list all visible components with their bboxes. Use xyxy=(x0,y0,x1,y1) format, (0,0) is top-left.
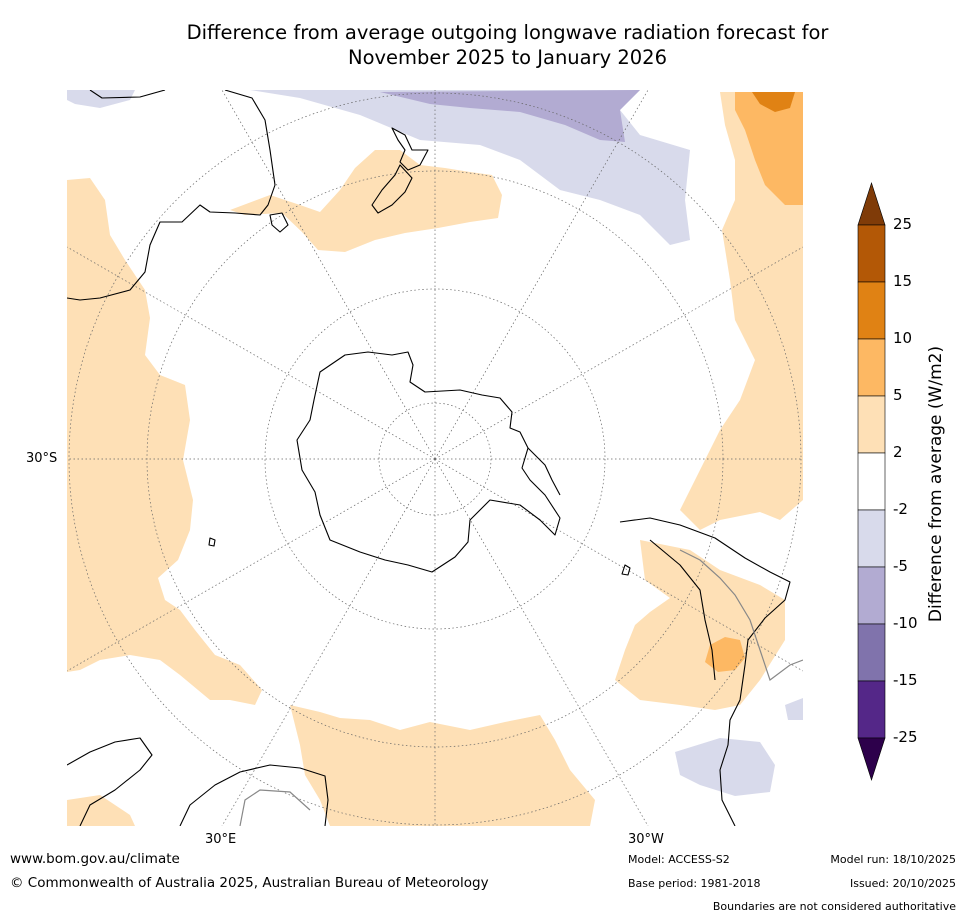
colorbar-tick-10: 10 xyxy=(893,329,913,347)
graticule xyxy=(67,90,803,826)
colorbar-extend-max xyxy=(857,182,886,226)
coast-south-america-inner xyxy=(649,539,716,681)
footer-model-run: Model run: 18/10/2025 xyxy=(830,853,956,866)
coast-south-georgia xyxy=(621,564,631,576)
meridian-30w xyxy=(434,90,649,460)
footer-issued: Issued: 20/10/2025 xyxy=(849,877,956,890)
parallel-60s xyxy=(264,288,606,630)
lon-label-30e: 30°E xyxy=(205,832,237,847)
coast-antarctica xyxy=(296,351,561,573)
colorbar-band-neutral xyxy=(857,452,886,511)
border-south-america xyxy=(679,549,803,681)
border-southwest xyxy=(239,789,311,826)
footer-copyright: © Commonwealth of Australia 2025, Austra… xyxy=(10,875,489,891)
coast-southwest-shore xyxy=(179,764,329,826)
colorbar-band-m2-m5 xyxy=(857,509,886,568)
meridian-150w xyxy=(434,458,649,826)
coast-madagascar xyxy=(208,537,216,547)
anomaly-pos-south-america xyxy=(615,540,785,710)
colorbar xyxy=(857,182,886,781)
map-title: Difference from average outgoing longwav… xyxy=(70,20,945,70)
country-borders xyxy=(239,549,803,826)
coast-nz-north xyxy=(391,127,429,171)
meridian-60w xyxy=(434,246,803,460)
colorbar-band-5-10 xyxy=(857,338,886,397)
colorbar-band-m15-m25 xyxy=(857,680,886,739)
anomaly-pos-new-zealand xyxy=(230,150,502,252)
lat-label-30s: 30°S xyxy=(26,451,58,466)
footer-base-period: Base period: 1981-2018 xyxy=(628,877,761,890)
anomaly-neg-mid-north xyxy=(380,90,640,142)
footer-disclaimer: Boundaries are not considered authoritat… xyxy=(712,900,956,913)
colorbar-band-10-15 xyxy=(857,281,886,340)
meridian-120e xyxy=(67,458,436,672)
coast-africa-south xyxy=(67,737,153,826)
meridian-60e xyxy=(67,246,436,460)
colorbar-band-m5-m10 xyxy=(857,566,886,625)
anomaly-pos-south-atlantic xyxy=(290,705,595,826)
footer-website: www.bom.gov.au/climate xyxy=(10,851,180,867)
coast-tasmania xyxy=(269,212,289,233)
colorbar-band-2-5 xyxy=(857,395,886,454)
colorbar-tick-m15: -15 xyxy=(893,671,918,689)
title-line-2: November 2025 to January 2026 xyxy=(348,46,667,69)
coast-australia xyxy=(67,90,276,301)
anomaly-pos-east-pacific xyxy=(680,92,803,530)
meridian-150e xyxy=(221,458,436,826)
colorbar-extend-min xyxy=(857,737,886,781)
anomaly-pos-west-indian xyxy=(67,178,262,705)
coast-nz-south xyxy=(371,164,413,214)
footer-model: Model: ACCESS-S2 xyxy=(628,853,730,866)
meridian-30e xyxy=(221,90,436,460)
lon-label-30w: 30°W xyxy=(628,832,664,847)
coastlines xyxy=(67,90,791,826)
coast-antarctic-peninsula xyxy=(527,447,561,496)
colorbar-tick-m2: -2 xyxy=(893,500,908,518)
anomaly-pos-orange-northeast xyxy=(735,92,803,205)
colorbar-band-m10-m15 xyxy=(857,623,886,682)
colorbar-tick-5: 5 xyxy=(893,386,903,404)
colorbar-tick-2: 2 xyxy=(893,443,903,461)
colorbar-tick-m10: -10 xyxy=(893,614,918,632)
coast-south-america xyxy=(619,517,791,826)
anomaly-neg-light-southeast xyxy=(675,738,775,796)
title-line-1: Difference from average outgoing longwav… xyxy=(186,21,829,44)
parallel-30s xyxy=(68,92,802,826)
anomaly-pos-darkorange-northeast xyxy=(752,92,795,112)
colorbar-title: Difference from average (W/m2) xyxy=(926,345,946,623)
colorbar-band-15-25 xyxy=(857,224,886,283)
anomaly-neg-light-nw-corner xyxy=(67,90,135,108)
colorbar-tick-25: 25 xyxy=(893,215,913,233)
colorbar-tick-m25: -25 xyxy=(893,728,918,746)
anomaly-neg-light-east-small xyxy=(785,698,803,720)
colorbar-tick-15: 15 xyxy=(893,272,913,290)
anomaly-pos-orange-southamerica xyxy=(705,637,745,672)
colorbar-tick-m5: -5 xyxy=(893,557,908,575)
map-plot-area xyxy=(67,90,803,826)
meridian-120w xyxy=(434,458,803,672)
